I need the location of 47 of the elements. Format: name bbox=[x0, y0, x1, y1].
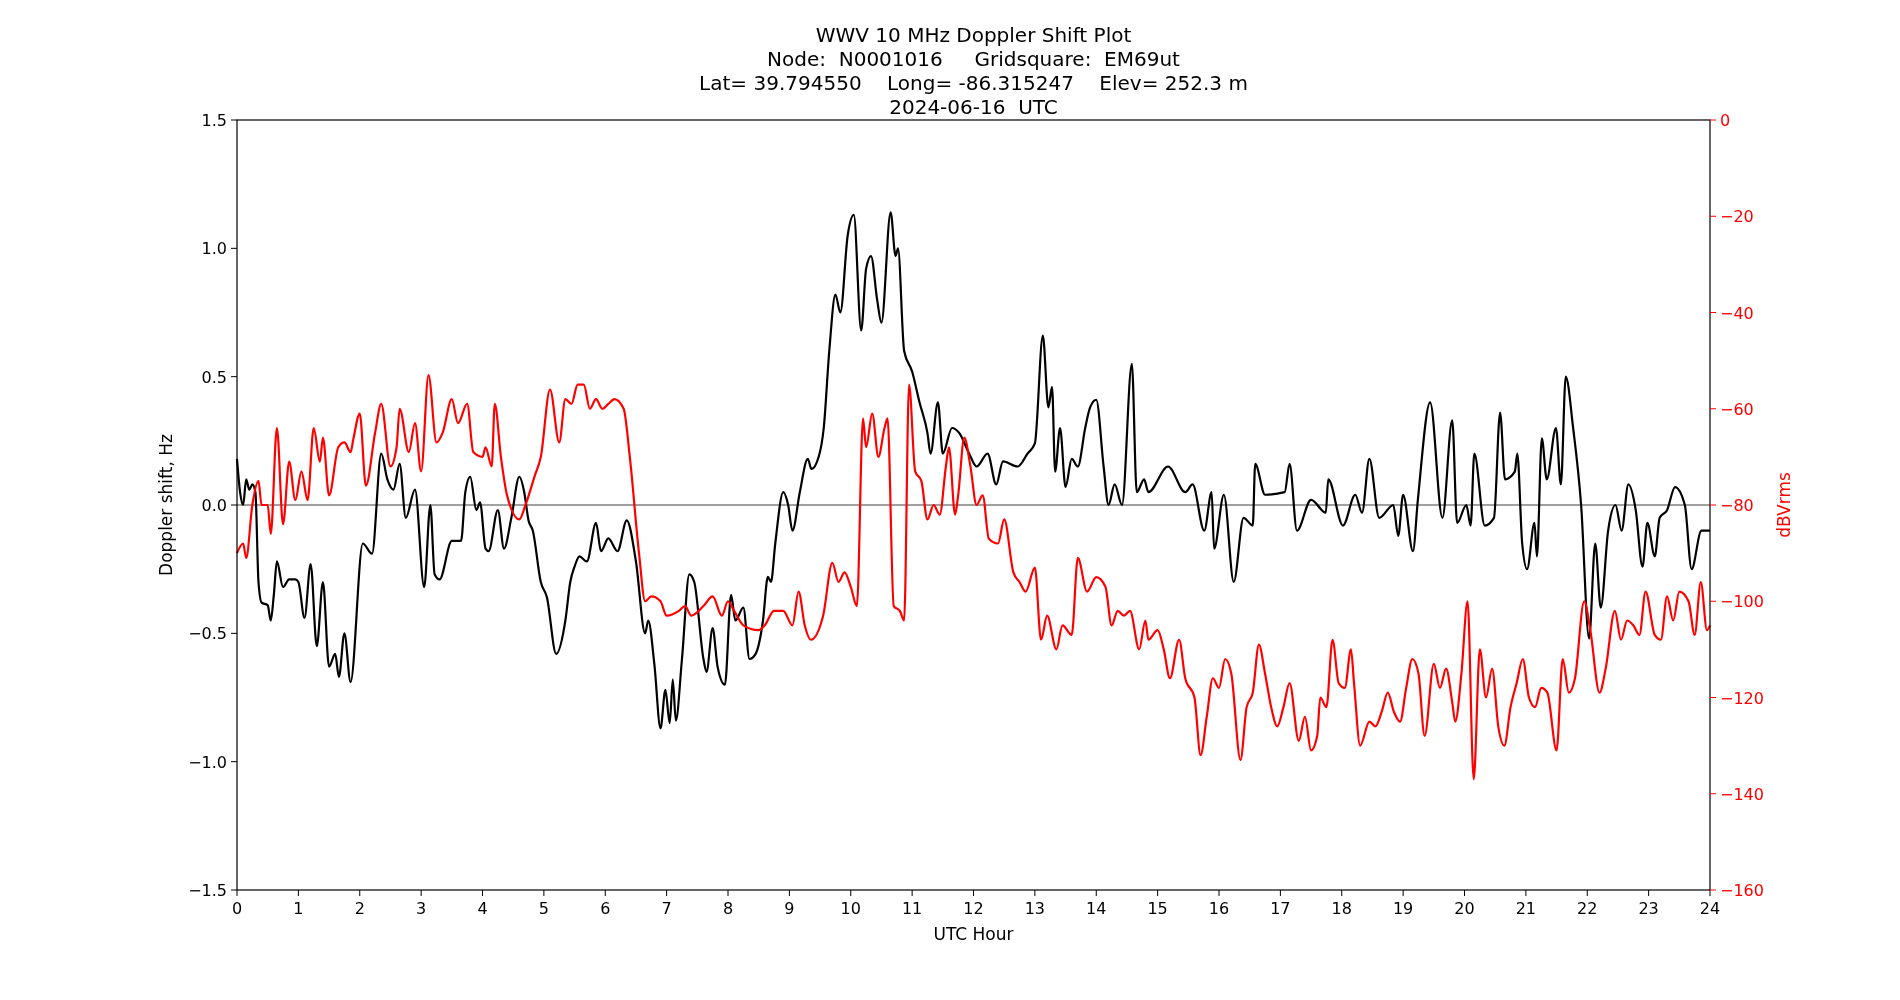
x-tick-label: 2 bbox=[354, 899, 365, 918]
x-tick-label: 14 bbox=[1086, 899, 1107, 918]
x-tick-label: 15 bbox=[1147, 899, 1168, 918]
x-axis-title: UTC Hour bbox=[933, 924, 1014, 944]
x-tick-label: 12 bbox=[963, 899, 984, 918]
x-tick-label: 19 bbox=[1392, 899, 1414, 918]
x-tick-label: 3 bbox=[416, 899, 427, 918]
y2-tick-label: 0 bbox=[1720, 111, 1731, 130]
x-tick-label: 10 bbox=[840, 899, 861, 918]
y2-tick-label: −60 bbox=[1720, 399, 1754, 419]
x-tick-label: 8 bbox=[722, 899, 734, 918]
y-tick-label: 0.0 bbox=[201, 496, 227, 515]
x-tick-label: 11 bbox=[901, 899, 923, 918]
y-axis-title: Doppler shift, Hz bbox=[156, 433, 176, 576]
x-tick-label: 22 bbox=[1577, 899, 1598, 918]
x-tick-label: 7 bbox=[661, 899, 672, 918]
x-tick-label: 23 bbox=[1638, 899, 1659, 918]
x-tick-label: 4 bbox=[477, 899, 488, 918]
x-tick-label: 21 bbox=[1515, 899, 1537, 918]
x-tick-label: 20 bbox=[1454, 899, 1475, 918]
x-tick-label: 13 bbox=[1024, 899, 1046, 918]
x-tick-label: 6 bbox=[600, 899, 611, 918]
y-tick-label: −1.0 bbox=[188, 752, 227, 772]
y2-tick-label: −160 bbox=[1720, 881, 1764, 900]
chart-subtitle: Node: N0001016 Gridsquare: EM69ut Lat= 39.794550 Long= -86.315247 Elev= 252.3 m 2024-06-16 UTC bbox=[699, 47, 1248, 119]
x-tick-label: 0 bbox=[231, 899, 243, 918]
y2-axis-title: dBVrms bbox=[1774, 472, 1794, 538]
y-tick-label: 0.5 bbox=[201, 367, 227, 387]
x-tick-label: 16 bbox=[1208, 899, 1230, 918]
x-tick-label: 17 bbox=[1270, 899, 1291, 918]
y2-tick-label: −100 bbox=[1720, 592, 1764, 612]
y2-tick-label: −40 bbox=[1720, 303, 1754, 323]
x-tick-label: 18 bbox=[1331, 899, 1352, 918]
y2-tick-label: −80 bbox=[1720, 496, 1754, 515]
x-tick-label: 24 bbox=[1699, 899, 1721, 918]
x-tick-label: 5 bbox=[538, 899, 549, 918]
y2-tick-label: −120 bbox=[1720, 688, 1764, 708]
y-tick-label: −0.5 bbox=[188, 624, 227, 644]
chart-title: WWV 10 MHz Doppler Shift Plot bbox=[815, 23, 1132, 47]
y-tick-label: 1.0 bbox=[201, 239, 227, 259]
y2-tick-label: −20 bbox=[1720, 207, 1754, 227]
y-tick-label: 1.5 bbox=[201, 111, 227, 130]
y-tick-label: −1.5 bbox=[188, 881, 227, 900]
y2-tick-label: −140 bbox=[1720, 784, 1764, 804]
x-tick-label: 9 bbox=[784, 899, 795, 918]
line-series bbox=[235, 373, 1712, 781]
x-tick-label: 1 bbox=[293, 899, 304, 918]
